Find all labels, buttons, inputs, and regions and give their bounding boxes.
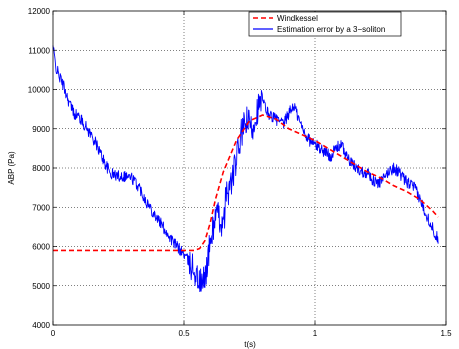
- y-tick-label: 9000: [32, 125, 50, 134]
- series-line-0: [53, 114, 439, 252]
- y-axis-label: ABP (Pa): [7, 151, 16, 185]
- series-layer: [52, 45, 439, 293]
- y-tick-label: 12000: [28, 7, 51, 16]
- y-tick-label: 6000: [32, 243, 50, 252]
- y-tick-label: 4000: [32, 321, 50, 330]
- ticks: [52, 10, 447, 326]
- legend: Windkessel Estimation error by a 3−solit…: [248, 11, 402, 37]
- legend-box: [248, 11, 402, 37]
- y-tick-label: 7000: [32, 203, 50, 212]
- y-tick-label: 8000: [32, 164, 50, 173]
- legend-label-estimation-error: Estimation error by a 3−soliton: [277, 25, 385, 34]
- plot-area: [53, 11, 446, 325]
- tick-labels: 0 0.5 1 1.5 4000 5000 6000 7000 8000 9000 10000 110…: [28, 7, 452, 338]
- x-tick-label: 0: [51, 329, 56, 338]
- grid-lines: [53, 11, 446, 325]
- series-line-1: [52, 45, 439, 293]
- y-tick-label: 5000: [32, 282, 50, 291]
- x-axis-label: t(s): [244, 340, 256, 349]
- x-tick-label: 1: [313, 329, 318, 338]
- legend-label-windkessel: Windkessel: [277, 14, 318, 23]
- y-tick-label: 11000: [28, 46, 50, 55]
- y-tick-label: 10000: [28, 86, 51, 95]
- x-tick-label: 0.5: [178, 329, 190, 338]
- x-tick-label: 1.5: [440, 329, 452, 338]
